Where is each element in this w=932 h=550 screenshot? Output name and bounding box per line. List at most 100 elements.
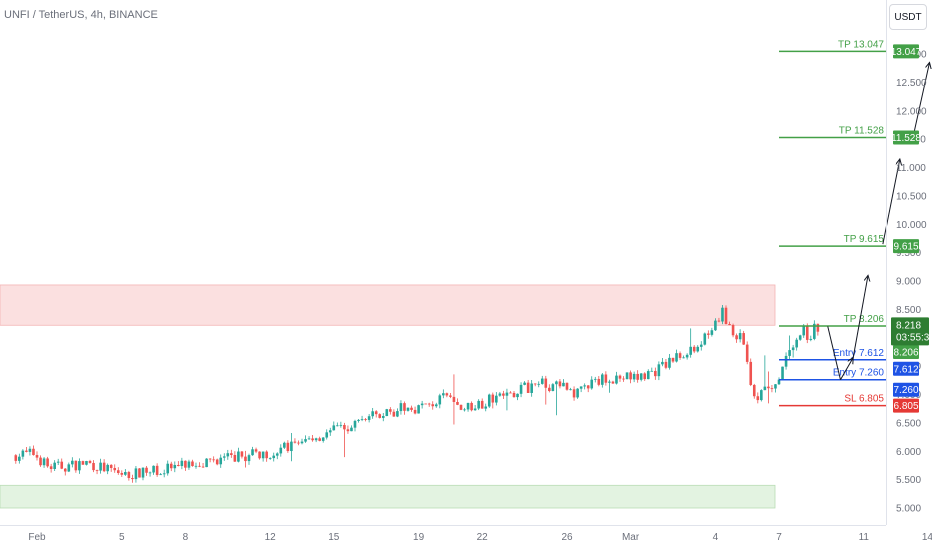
candle-body	[601, 374, 604, 385]
candle-body	[286, 442, 290, 452]
candle-body	[293, 441, 297, 443]
candle-body	[431, 404, 435, 407]
candle	[445, 392, 449, 398]
candle	[53, 460, 56, 472]
x-tick-label-12: 14	[922, 532, 932, 543]
candle	[777, 377, 781, 386]
candle	[678, 351, 682, 360]
candle-body	[219, 457, 223, 465]
candle-body	[346, 429, 350, 432]
support-zone	[0, 484, 776, 509]
candle-body	[290, 441, 293, 452]
candle-body	[788, 350, 791, 356]
candle-body	[212, 459, 215, 461]
candle	[169, 461, 173, 472]
candle-body	[25, 450, 28, 452]
candle-body	[162, 473, 166, 475]
candle	[106, 463, 109, 475]
candle-body	[360, 419, 364, 421]
candle-body	[767, 386, 770, 389]
level-label-5: Entry 7.260	[833, 368, 885, 379]
candle	[212, 456, 215, 463]
candle-body	[562, 382, 565, 387]
candle-body	[297, 442, 300, 444]
candle	[88, 459, 92, 464]
candle	[102, 459, 106, 473]
candle-body	[643, 373, 647, 380]
candle	[219, 454, 223, 468]
candle	[162, 469, 166, 478]
candle-body	[244, 456, 247, 462]
candle-body	[466, 402, 470, 410]
candle-body	[63, 468, 67, 472]
candle	[717, 317, 721, 323]
candle	[795, 337, 798, 351]
x-tick-label-10: 7	[776, 532, 782, 543]
currency-button[interactable]: USDT	[889, 4, 927, 30]
candle-body	[639, 373, 643, 380]
candle	[735, 333, 738, 343]
candle	[625, 372, 629, 380]
candle	[131, 474, 134, 483]
candle-body	[247, 455, 251, 462]
candle-body	[222, 456, 226, 458]
candle-body	[279, 447, 283, 454]
x-tick-label-4: 15	[328, 532, 340, 543]
candle-body	[427, 403, 431, 405]
candle	[321, 437, 325, 443]
candle	[417, 404, 420, 414]
price-tag-6	[893, 398, 919, 413]
candle-body	[371, 411, 374, 417]
candle-body	[134, 468, 138, 480]
candle	[261, 451, 265, 462]
candle	[403, 401, 406, 415]
candle	[459, 404, 463, 411]
price-tag-text-6: 6.805	[893, 401, 918, 412]
candle-body	[215, 459, 219, 465]
candle	[798, 334, 802, 341]
level-label-4: Entry 7.612	[833, 348, 885, 359]
candle-body	[159, 474, 162, 476]
candle	[35, 451, 39, 461]
candle-body	[251, 449, 254, 456]
candle	[692, 345, 696, 354]
candle	[85, 460, 88, 466]
candle	[410, 405, 413, 412]
candle-body	[95, 470, 99, 471]
candle-body	[74, 460, 78, 471]
candle-body	[392, 411, 396, 417]
y-tick-label-1: 5.500	[896, 475, 921, 486]
candle-body	[597, 378, 601, 385]
candle-body	[590, 379, 594, 389]
candle	[516, 393, 519, 401]
projection-arrow-3	[912, 63, 930, 140]
price-tag-text-2: 9.615	[893, 242, 918, 253]
candle	[283, 441, 286, 449]
candle	[484, 403, 488, 412]
candle-body	[39, 457, 42, 466]
candle-body	[127, 472, 131, 479]
candle	[396, 408, 399, 418]
candle	[279, 444, 283, 457]
candle	[32, 445, 35, 456]
x-tick-label-3: 12	[265, 532, 277, 543]
candle-body	[424, 403, 427, 405]
candle	[438, 393, 442, 409]
candle-body	[169, 463, 173, 469]
y-tick-label-9: 9.500	[896, 248, 921, 259]
candle	[530, 379, 533, 397]
candle	[56, 458, 60, 466]
candle-body	[367, 416, 371, 420]
candle-body	[654, 370, 657, 377]
candle-body	[509, 392, 512, 394]
candle	[177, 461, 180, 467]
candle	[297, 440, 300, 446]
candle-body	[540, 378, 544, 384]
candle-body	[742, 333, 745, 345]
candle-body	[145, 467, 148, 473]
candle-body	[678, 353, 682, 358]
candle-body	[604, 374, 608, 383]
candle	[657, 361, 661, 381]
y-tick-label-10: 10.000	[896, 220, 927, 231]
